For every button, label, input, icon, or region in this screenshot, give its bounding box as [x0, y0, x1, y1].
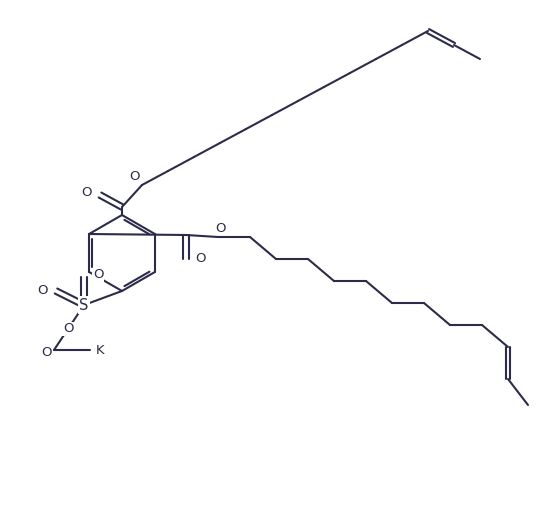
- Text: S: S: [79, 298, 88, 312]
- Text: O: O: [93, 268, 103, 281]
- Text: O: O: [41, 345, 51, 359]
- Text: K: K: [96, 343, 104, 356]
- Text: O: O: [195, 253, 205, 266]
- Text: O: O: [37, 285, 48, 298]
- Text: O: O: [82, 186, 92, 200]
- Text: O: O: [63, 322, 73, 335]
- Text: O: O: [130, 170, 140, 183]
- Text: O: O: [215, 222, 225, 235]
